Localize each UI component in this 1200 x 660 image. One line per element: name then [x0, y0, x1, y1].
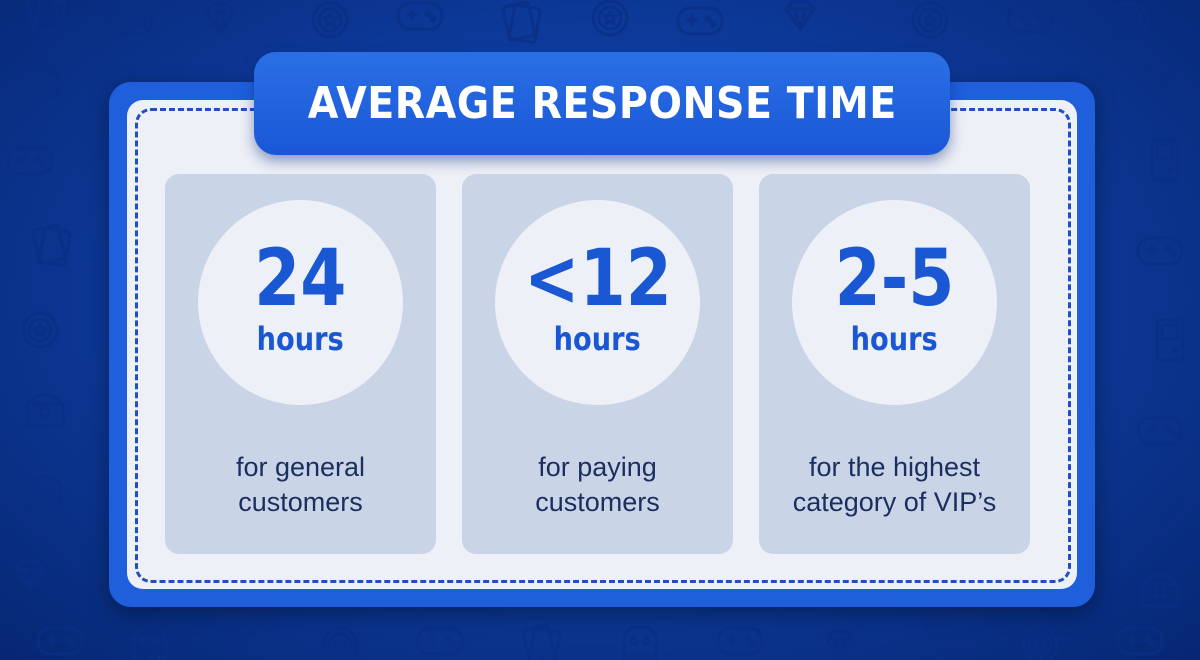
response-card-general: 24 hours for general customers	[165, 174, 436, 554]
response-description: for the highest category of VIP’s	[759, 450, 1030, 520]
page-title: AVERAGE RESPONSE TIME	[307, 78, 897, 129]
response-value: 24	[254, 233, 347, 324]
response-card-paying: <12 hours for paying customers	[462, 174, 733, 554]
response-unit: hours	[553, 319, 642, 358]
response-description: for paying customers	[462, 450, 733, 520]
description-line: for general	[235, 452, 366, 482]
description-line: for paying	[538, 452, 657, 482]
response-card-vip: 2-5 hours for the highest category of VI…	[759, 174, 1030, 554]
value-circle: 24 hours	[198, 200, 403, 405]
description-line: customers	[535, 487, 660, 517]
description-line: for the highest	[808, 452, 981, 482]
description-line: category of VIP’s	[792, 487, 997, 517]
title-banner: AVERAGE RESPONSE TIME	[254, 52, 950, 155]
response-description: for general customers	[165, 450, 436, 520]
value-circle: 2-5 hours	[792, 200, 997, 405]
description-line: customers	[238, 487, 363, 517]
value-circle: <12 hours	[495, 200, 700, 405]
response-unit: hours	[850, 319, 939, 358]
response-unit: hours	[256, 319, 345, 358]
response-value: <12	[523, 233, 672, 324]
response-value: 2-5	[834, 233, 955, 324]
